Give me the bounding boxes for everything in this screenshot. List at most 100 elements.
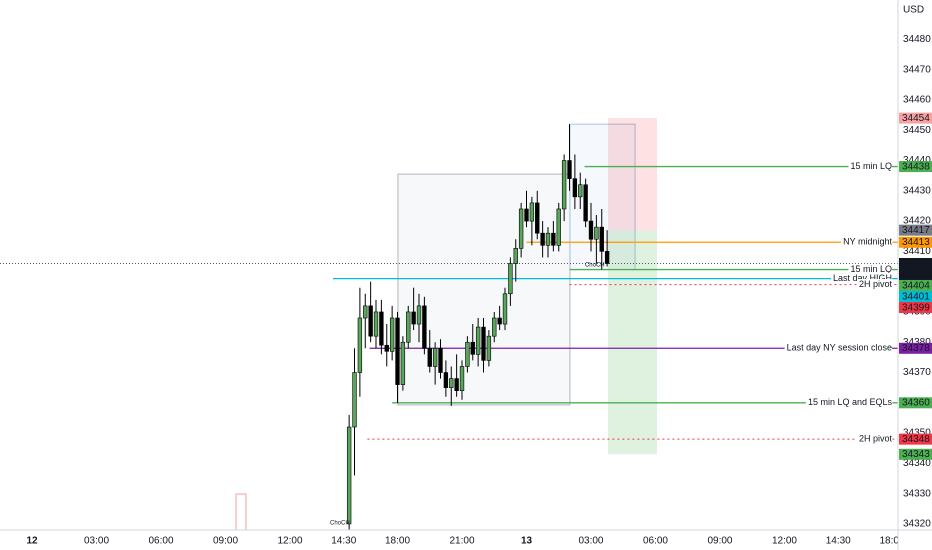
price-tag — [899, 290, 932, 302]
candle-body — [373, 311, 379, 337]
candle-body — [599, 226, 604, 252]
price-tag — [899, 257, 932, 280]
x-tick-label: 14:30 — [826, 536, 851, 547]
level-label-bg — [856, 433, 893, 444]
candle-body — [604, 251, 610, 264]
candle-body — [389, 317, 395, 352]
price-tag-label: 34406 — [902, 258, 930, 269]
x-tick-label: 09:00 — [213, 536, 238, 547]
candle-body — [352, 372, 357, 428]
candle-body — [492, 317, 497, 337]
level-label: 2H pivot — [859, 279, 893, 289]
candle-body — [470, 341, 475, 355]
candle-body — [379, 311, 384, 346]
candle-body — [438, 347, 443, 373]
candle-body — [486, 335, 492, 361]
candle-body — [459, 366, 465, 391]
level-label-bg — [848, 263, 892, 274]
candle-body — [588, 220, 594, 240]
candle-body — [449, 378, 454, 388]
level-label: 15 min LQ — [850, 264, 892, 274]
y-tick-label: 34350 — [903, 428, 931, 439]
target-zone — [607, 230, 657, 455]
y-tick-label: 34330 — [903, 488, 931, 499]
x-tick-label: 03:00 — [578, 536, 603, 547]
price-tag — [899, 112, 932, 124]
price-tag — [899, 279, 932, 291]
x-tick-label: 06:00 — [643, 536, 668, 547]
x-tick-label: 12:00 — [772, 536, 797, 547]
candle-body — [502, 293, 508, 325]
candle-body — [524, 208, 529, 222]
candle-body — [572, 178, 578, 198]
currency-label: USD — [903, 5, 924, 16]
x-tick-label: 18:00 — [879, 536, 904, 547]
candle-body — [368, 305, 373, 337]
y-tick-label: 34440 — [903, 155, 931, 166]
candle-body — [508, 263, 513, 295]
y-tick-label: 34370 — [903, 367, 931, 378]
level-label: 15 min LQ — [850, 161, 892, 171]
level-label: 2H pivot — [859, 434, 893, 444]
price-tag — [899, 397, 932, 409]
candle-body — [561, 160, 567, 210]
candle-body — [545, 232, 551, 246]
price-tag-label: 34343 — [902, 449, 930, 460]
price-tag — [899, 224, 932, 236]
level-label: Last day NY session close — [787, 343, 892, 353]
candle-body — [465, 341, 470, 367]
x-tick-label: 09:00 — [707, 536, 732, 547]
level-label-bg — [784, 342, 892, 353]
candle-body — [556, 208, 561, 246]
price-tag-label: 34378 — [902, 343, 930, 354]
level-label: NY midnight — [843, 237, 892, 247]
candle-body — [406, 311, 411, 343]
candle-body — [416, 305, 422, 325]
price-tag-label: 34417 — [902, 225, 930, 236]
x-tick-label: 14:30 — [331, 536, 356, 547]
candle-body — [567, 160, 572, 179]
price-tag — [899, 161, 932, 173]
level-label-bg — [830, 273, 892, 284]
candle-body — [583, 184, 588, 222]
price-tag-label: 34348 — [902, 434, 930, 445]
candle-body — [454, 378, 459, 391]
x-tick-label: 13 — [521, 536, 533, 547]
candle-body — [513, 248, 518, 264]
level-label-bg — [848, 160, 892, 171]
x-tick-label: 03:00 — [84, 536, 109, 547]
y-tick-label: 34460 — [903, 95, 931, 106]
y-tick-label: 34430 — [903, 185, 931, 196]
y-tick-label: 34380 — [903, 337, 931, 348]
y-tick-label: 34340 — [903, 458, 931, 469]
price-tag-label: 34413 — [902, 237, 930, 248]
candle-body — [518, 208, 524, 249]
y-tick-label: 34450 — [903, 125, 931, 136]
candle-body — [422, 305, 427, 349]
annotation: ChoCH — [330, 521, 350, 527]
price-tag-label: 34454 — [902, 113, 930, 124]
price-tag-label: 34360 — [902, 398, 930, 409]
x-tick-label: 12:00 — [278, 536, 303, 547]
annotation: ChoCH — [585, 263, 605, 269]
level-label: Last day HIGH — [833, 273, 892, 283]
candle-body — [443, 372, 449, 388]
price-tag — [899, 236, 932, 248]
level-label-bg — [856, 279, 893, 290]
price-tag — [899, 342, 932, 354]
candle-body — [427, 347, 432, 367]
candle-body — [411, 311, 416, 325]
x-tick-label: 21:00 — [449, 536, 474, 547]
price-tag — [899, 301, 932, 313]
y-tick-label: 34470 — [903, 64, 931, 75]
price-tag-label: 34401 — [902, 291, 930, 302]
candle-body — [578, 184, 583, 198]
candle-body — [540, 232, 545, 246]
level-label-bg — [841, 236, 893, 247]
candle-body — [400, 341, 406, 385]
level-label: 15 min LQ and EQLs — [808, 397, 893, 407]
